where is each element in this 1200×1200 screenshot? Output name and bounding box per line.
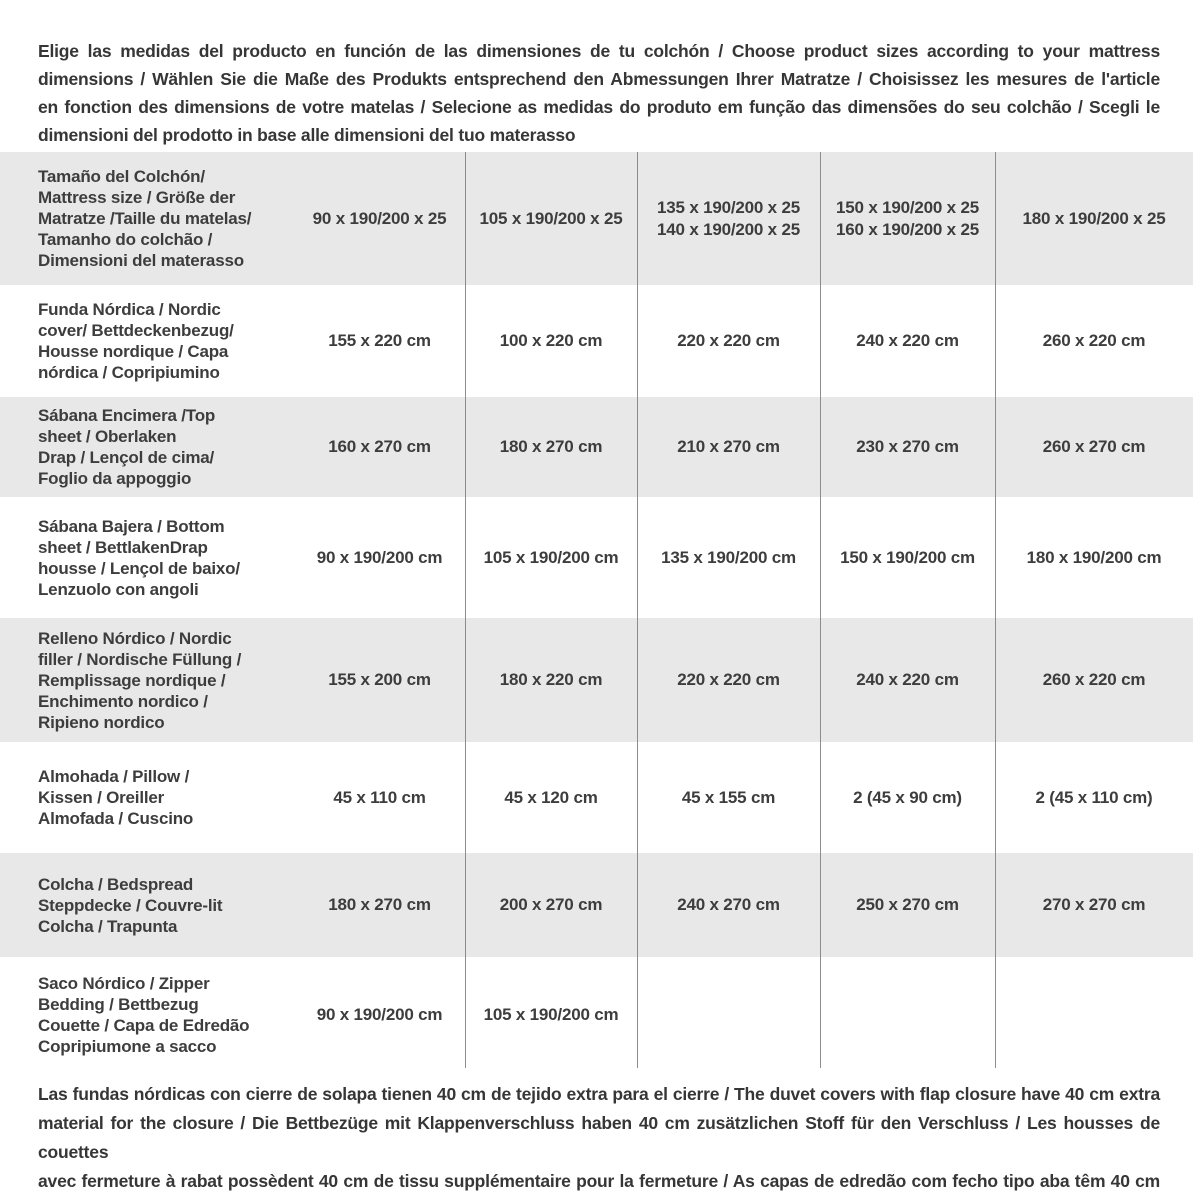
- size-value: [820, 962, 995, 1068]
- size-value: 200 x 270 cm: [499, 895, 603, 914]
- column-divider: [465, 152, 466, 1068]
- row-label: Sábana Encimera /Top sheet / Oberlaken D…: [38, 406, 216, 488]
- size-value: 260 x 220 cm: [1042, 670, 1146, 689]
- size-value: 210 x 270 cm: [677, 437, 780, 456]
- size-value: 260 x 220 cm: [1042, 331, 1146, 350]
- table-row: Funda Nórdica / Nordic cover/ Bettdecken…: [0, 290, 1193, 392]
- size-value: 2 (45 x 110 cm): [1035, 787, 1153, 807]
- size-value: 180 x 220 cm: [499, 670, 603, 689]
- row-label: Funda Nórdica / Nordic cover/ Bettdecken…: [38, 300, 234, 382]
- size-value: 240 x 220 cm: [856, 670, 959, 689]
- table-header-row: Tamaño del Colchón/ Mattress size / Größ…: [0, 152, 1193, 285]
- size-value: 105 x 190/200 cm: [483, 1005, 619, 1024]
- size-value: 240 x 270 cm: [677, 895, 780, 914]
- intro-line: dimensions / Wählen Sie die Maße des Pro…: [38, 69, 1160, 89]
- table-row: Almohada / Pillow / Kissen / Oreiller Al…: [0, 747, 1193, 848]
- size-value: 45 x 120 cm: [504, 787, 598, 807]
- row-label: Almohada / Pillow / Kissen / Oreiller Al…: [38, 767, 194, 828]
- size-value: [995, 962, 1193, 1068]
- size-value: 260 x 270 cm: [1042, 437, 1146, 456]
- size-value: 150 x 190/200 cm: [840, 547, 975, 567]
- size-value: 90 x 190/200 cm: [316, 1005, 443, 1024]
- size-value: 180 x 270 cm: [328, 895, 431, 914]
- table-row: Colcha / Bedspread Steppdecke / Couvre-l…: [0, 853, 1193, 957]
- size-value: 155 x 200 cm: [328, 670, 431, 689]
- column-header: 135 x 190/200 x 25 140 x 190/200 x 25: [657, 197, 800, 239]
- intro-line: dimensioni del prodotto in base alle dim…: [38, 125, 576, 145]
- table-row: Relleno Nórdico / Nordic filler / Nordis…: [0, 618, 1193, 742]
- intro-text: Elige las medidas del producto en funció…: [0, 0, 1200, 149]
- column-divider: [637, 152, 638, 1068]
- footnote-line: avec fermeture à rabat possèdent 40 cm d…: [38, 1171, 1160, 1191]
- column-header: 90 x 190/200 x 25: [312, 208, 447, 228]
- row-label: Colcha / Bedspread Steppdecke / Couvre-l…: [38, 874, 223, 936]
- size-value: 220 x 220 cm: [677, 670, 780, 689]
- table-row: Sábana Bajera / Bottom sheet / Bettlaken…: [0, 502, 1193, 613]
- size-value: 220 x 220 cm: [677, 331, 780, 350]
- column-header: 105 x 190/200 x 25: [479, 208, 623, 228]
- size-value: 250 x 270 cm: [856, 895, 959, 914]
- column-divider: [995, 152, 996, 1068]
- size-value: 230 x 270 cm: [856, 437, 959, 456]
- footnote-text: Las fundas nórdicas con cierre de solapa…: [0, 1068, 1200, 1200]
- size-value: 180 x 270 cm: [499, 437, 603, 456]
- size-value: 135 x 190/200 cm: [661, 547, 796, 567]
- footnote-line: material for the closure / Die Bettbezüg…: [38, 1113, 1160, 1162]
- footnote-line: Las fundas nórdicas con cierre de solapa…: [38, 1084, 1160, 1104]
- row-label: Saco Nórdico / Zipper Bedding / Bettbezu…: [38, 974, 250, 1056]
- column-header: 180 x 190/200 x 25: [1022, 208, 1166, 228]
- size-table: Tamaño del Colchón/ Mattress size / Größ…: [0, 152, 1193, 1068]
- row-label: Relleno Nórdico / Nordic filler / Nordis…: [38, 628, 242, 732]
- size-value: 100 x 220 cm: [499, 331, 603, 350]
- size-value: 45 x 110 cm: [333, 787, 426, 807]
- size-value: 180 x 190/200 cm: [1026, 547, 1162, 567]
- size-value: 90 x 190/200 cm: [316, 547, 443, 567]
- row-label: Sábana Bajera / Bottom sheet / Bettlaken…: [38, 516, 240, 599]
- row-label: Tamaño del Colchón/ Mattress size / Größ…: [38, 167, 252, 270]
- intro-line: Elige las medidas del producto en funció…: [38, 41, 1160, 61]
- table-row: Saco Nórdico / Zipper Bedding / Bettbezu…: [0, 962, 1193, 1068]
- size-value: 160 x 270 cm: [328, 437, 431, 456]
- table-row: Sábana Encimera /Top sheet / Oberlaken D…: [0, 397, 1193, 497]
- size-value: 45 x 155 cm: [681, 787, 776, 807]
- size-value: 2 (45 x 90 cm): [853, 787, 962, 807]
- size-value: 105 x 190/200 cm: [483, 547, 619, 567]
- intro-line: en fonction des dimensions de votre mate…: [38, 97, 1160, 117]
- size-value: 155 x 220 cm: [328, 331, 431, 350]
- column-divider: [820, 152, 821, 1068]
- size-value: 240 x 220 cm: [856, 331, 959, 350]
- column-header: 150 x 190/200 x 25 160 x 190/200 x 25: [836, 197, 979, 239]
- size-value: 270 x 270 cm: [1042, 895, 1146, 914]
- size-value: [637, 962, 820, 1068]
